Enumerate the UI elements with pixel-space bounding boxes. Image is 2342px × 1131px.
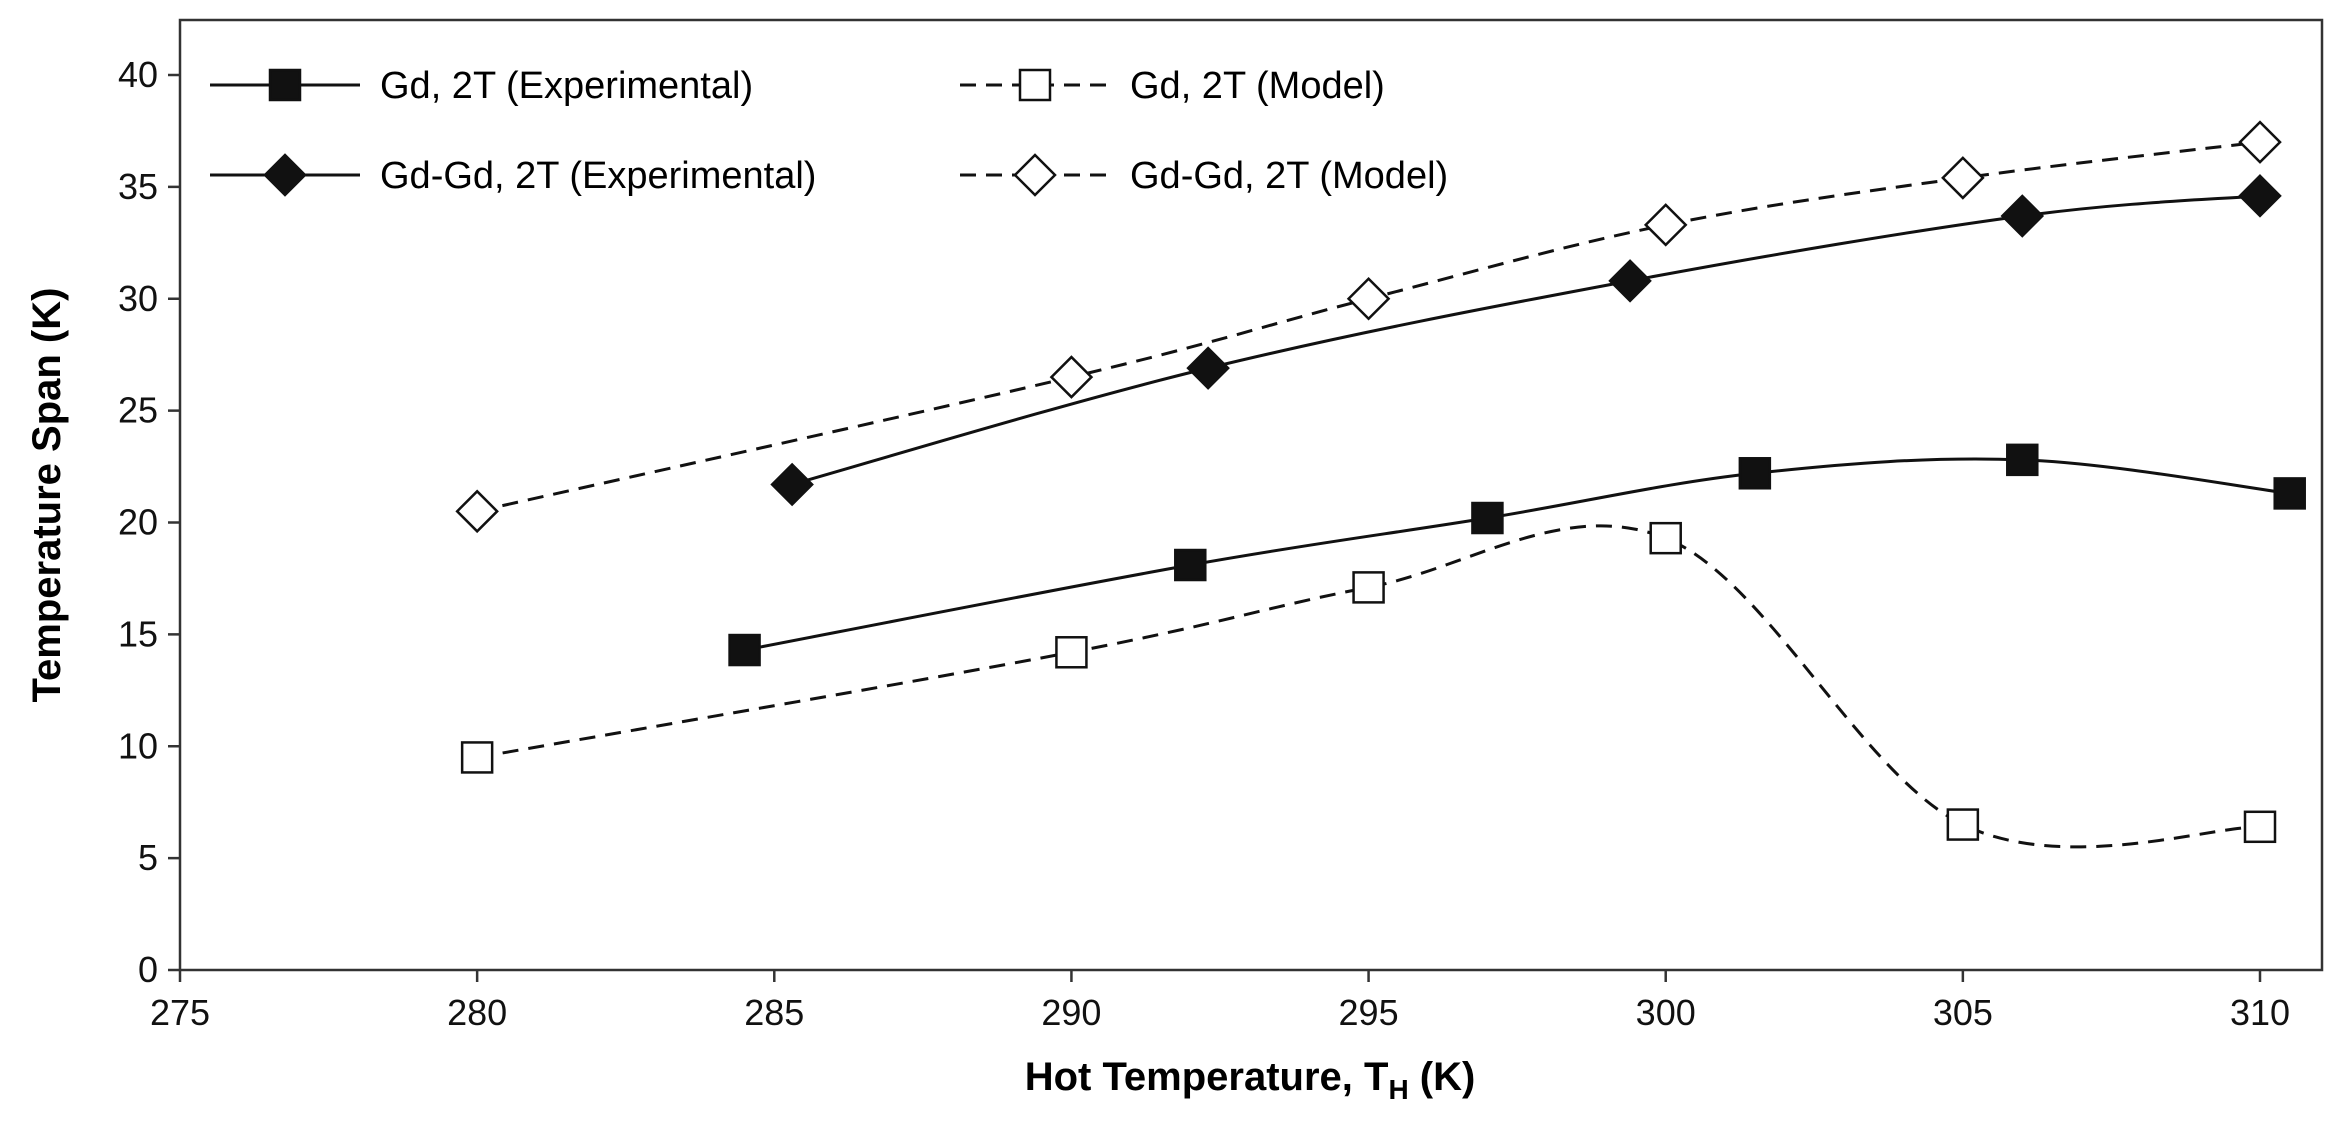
series-line <box>744 457 2290 652</box>
legend-item: Gd-Gd, 2T (Model) <box>960 153 1448 197</box>
data-point <box>2000 194 2045 238</box>
y-tick-label: 5 <box>138 837 158 878</box>
data-point <box>1174 548 1207 582</box>
data-point <box>1346 276 1391 321</box>
data-point <box>1055 636 1088 669</box>
data-point <box>460 741 494 774</box>
data-point <box>770 462 814 507</box>
y-tick-label: 25 <box>118 390 158 431</box>
legend-marker <box>263 153 307 197</box>
y-tick-label: 20 <box>118 502 158 543</box>
x-tick-label: 305 <box>1933 992 1993 1033</box>
x-tick-label: 275 <box>150 992 210 1033</box>
x-tick-label: 290 <box>1041 992 1101 1033</box>
legend-label: Gd-Gd, 2T (Model) <box>1130 155 1448 197</box>
series-1 <box>728 443 2306 667</box>
legend-label: Gd, 2T (Experimental) <box>380 65 753 107</box>
series-line <box>476 140 2261 513</box>
data-point <box>2238 120 2282 164</box>
data-point <box>2243 810 2277 844</box>
axes-layer: 0 5 10 15 20 25 30 35 40 275 280 285 290 295 300 305 310 <box>118 54 2290 1033</box>
series-4 <box>455 120 2282 534</box>
data-point <box>1946 808 1980 841</box>
series-2 <box>460 521 2277 849</box>
legend-item: Gd-Gd, 2T (Experimental) <box>210 153 816 197</box>
data-point <box>1649 521 1682 555</box>
data-point <box>1186 346 1230 390</box>
legend-label: Gd, 2T (Model) <box>1130 65 1385 107</box>
y-axis-title: Temperature Span (K) <box>25 288 69 703</box>
legend: Gd, 2T (Experimental) Gd, 2T (Model) Gd-Gd… <box>210 65 1448 197</box>
legend-item: Gd, 2T (Model) <box>960 65 1385 107</box>
data-point <box>1049 355 1094 399</box>
legend-label: Gd-Gd, 2T (Experimental) <box>380 155 816 197</box>
series-3 <box>770 174 2282 507</box>
data-point <box>2273 477 2306 510</box>
y-tick-label: 15 <box>118 613 158 654</box>
data-point <box>1352 571 1385 604</box>
x-tick-label: 295 <box>1339 992 1399 1033</box>
data-point <box>1941 156 1985 200</box>
x-tick-label: 300 <box>1636 992 1696 1033</box>
x-axis-title-main: Hot Temperature, T <box>1025 1055 1389 1099</box>
x-tick-label: 285 <box>744 992 804 1033</box>
x-axis-title: Hot Temperature, TH (K) <box>1025 1055 1476 1105</box>
legend-marker <box>1018 68 1052 102</box>
x-tick-label: 310 <box>2230 992 2290 1033</box>
data-point <box>2006 443 2039 477</box>
y-tick-label: 30 <box>118 278 158 319</box>
series-layer <box>455 120 2306 849</box>
y-tick-label: 0 <box>138 949 158 990</box>
data-point <box>1738 457 1772 490</box>
legend-item: Gd, 2T (Experimental) <box>210 65 753 107</box>
y-tick-label: 10 <box>118 725 158 766</box>
x-axis-title-sub: H <box>1388 1074 1408 1105</box>
data-point <box>728 633 761 667</box>
data-point <box>455 489 499 534</box>
y-tick-label: 35 <box>118 166 158 207</box>
legend-marker <box>1013 153 1057 197</box>
series-line <box>791 194 2261 486</box>
data-point <box>1608 259 1652 303</box>
x-tick-label: 280 <box>447 992 507 1033</box>
data-point <box>1643 203 1688 247</box>
y-tick-label: 40 <box>118 54 158 95</box>
data-point <box>1471 501 1504 535</box>
legend-marker <box>268 68 302 102</box>
data-point <box>2238 174 2282 218</box>
x-axis-title-suffix: (K) <box>1409 1055 1476 1099</box>
